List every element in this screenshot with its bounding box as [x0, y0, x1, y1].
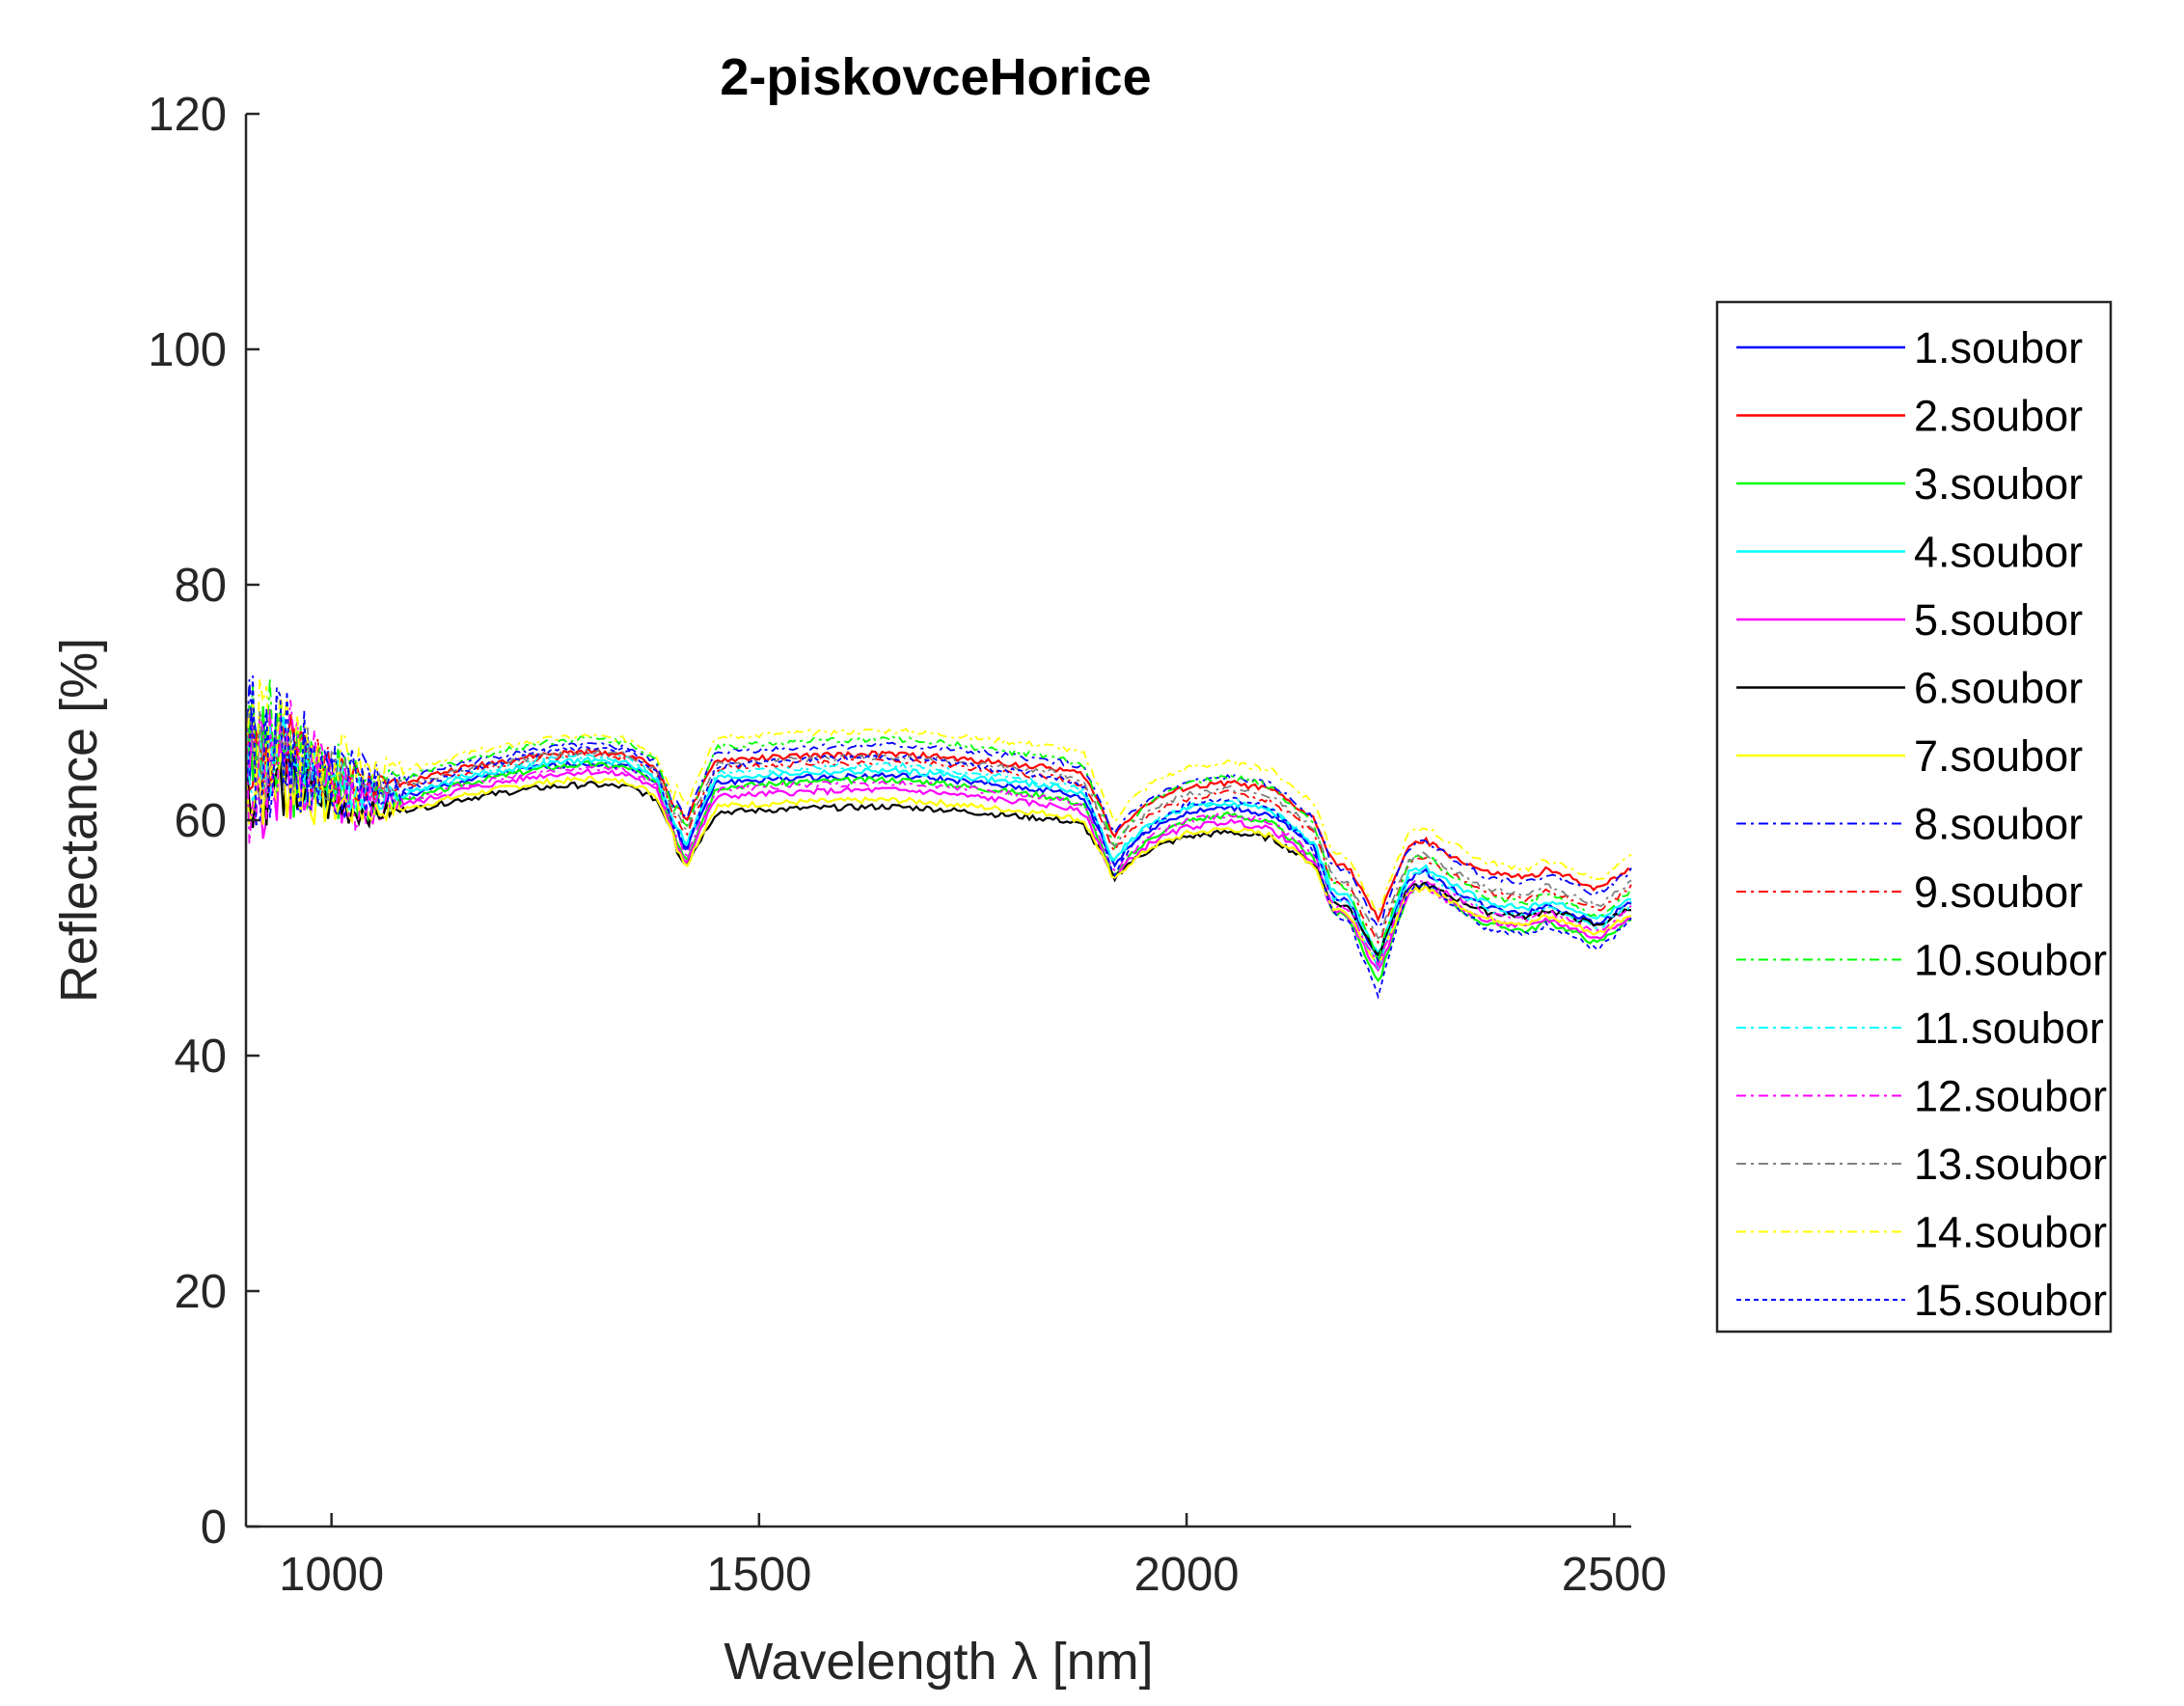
legend-entry: 4.soubor [1736, 528, 2083, 577]
series-line-8.soubor [245, 679, 1632, 929]
legend-label: 9.soubor [1914, 867, 2083, 917]
legend-entry: 8.soubor [1736, 800, 2083, 849]
y-tick-label: 40 [174, 1031, 227, 1083]
x-tick-label: 2000 [1134, 1549, 1240, 1601]
legend-label: 15.soubor [1914, 1276, 2107, 1325]
legend-entry: 15.soubor [1736, 1276, 2107, 1325]
series-lines [244, 675, 1632, 1000]
series-line-9.soubor [245, 721, 1632, 945]
legend-label: 14.soubor [1914, 1208, 2107, 1257]
legend-label: 6.soubor [1914, 664, 2083, 713]
y-tick-label: 0 [201, 1501, 227, 1554]
x-tick-label: 1500 [706, 1549, 811, 1601]
series-line-15.soubor [245, 675, 1632, 1000]
legend-entry: 11.soubor [1736, 1004, 2104, 1053]
series-line-11.soubor [245, 708, 1632, 971]
y-tick-label: 80 [174, 560, 227, 612]
legend-entry: 7.soubor [1736, 731, 2083, 781]
y-tick-label: 20 [174, 1266, 227, 1318]
series-line-12.soubor [245, 700, 1632, 968]
legend-label: 8.soubor [1914, 800, 2083, 849]
series-line-13.soubor [245, 707, 1632, 940]
legend-entries: 1.soubor 2.soubor 3.soubor 4.soubor 5.soubor… [1736, 323, 2107, 1325]
series-line-4.soubor [244, 717, 1632, 954]
series-line-7.soubor [244, 740, 1632, 968]
y-axis-label: Reflectance [%] [50, 638, 108, 1003]
legend-entry: 13.soubor [1736, 1140, 2107, 1189]
legend-label: 1.soubor [1914, 323, 2083, 372]
legend-entry: 12.soubor [1736, 1072, 2107, 1121]
x-axis-ticks: 1000 1500 2000 2500 [279, 1513, 1667, 1601]
legend-label: 10.soubor [1914, 936, 2107, 985]
y-tick-label: 120 [148, 89, 227, 141]
y-tick-label: 100 [148, 324, 227, 376]
legend-label: 12.soubor [1914, 1072, 2107, 1121]
chart-title: 2-piskovceHorice [720, 48, 1151, 106]
legend-label: 11.soubor [1914, 1004, 2104, 1053]
legend-entry: 1.soubor [1736, 323, 2083, 372]
legend-label: 4.soubor [1914, 528, 2083, 577]
legend-label: 2.soubor [1914, 392, 2083, 441]
legend: 1.soubor 2.soubor 3.soubor 4.soubor 5.soubor… [1715, 300, 2113, 1334]
legend-entry: 6.soubor [1736, 664, 2083, 713]
legend-entry: 14.soubor [1736, 1208, 2107, 1257]
plot-area: 0 20 40 60 80 100 120 1000 1500 2000 2500 [148, 89, 1667, 1601]
series-line-10.soubor [245, 678, 1632, 964]
series-line-14.soubor [245, 678, 1632, 913]
legend-box [1715, 300, 2113, 1334]
x-tick-label: 1000 [279, 1549, 384, 1601]
legend-label: 13.soubor [1914, 1140, 2107, 1189]
x-axis-label: Wavelength λ [nm] [723, 1633, 1153, 1691]
y-tick-label: 60 [174, 795, 227, 847]
x-tick-label: 2500 [1562, 1549, 1667, 1601]
legend-entry: 5.soubor [1736, 595, 2083, 645]
legend-entry: 2.soubor [1736, 392, 2083, 441]
legend-label: 7.soubor [1914, 731, 2083, 781]
legend-entry: 10.soubor [1736, 936, 2107, 985]
legend-label: 5.soubor [1914, 595, 2083, 645]
legend-label: 3.soubor [1914, 459, 2083, 509]
legend-entry: 9.soubor [1736, 867, 2083, 917]
y-axis-ticks: 0 20 40 60 80 100 120 [148, 89, 259, 1554]
legend-entry: 3.soubor [1736, 459, 2083, 509]
